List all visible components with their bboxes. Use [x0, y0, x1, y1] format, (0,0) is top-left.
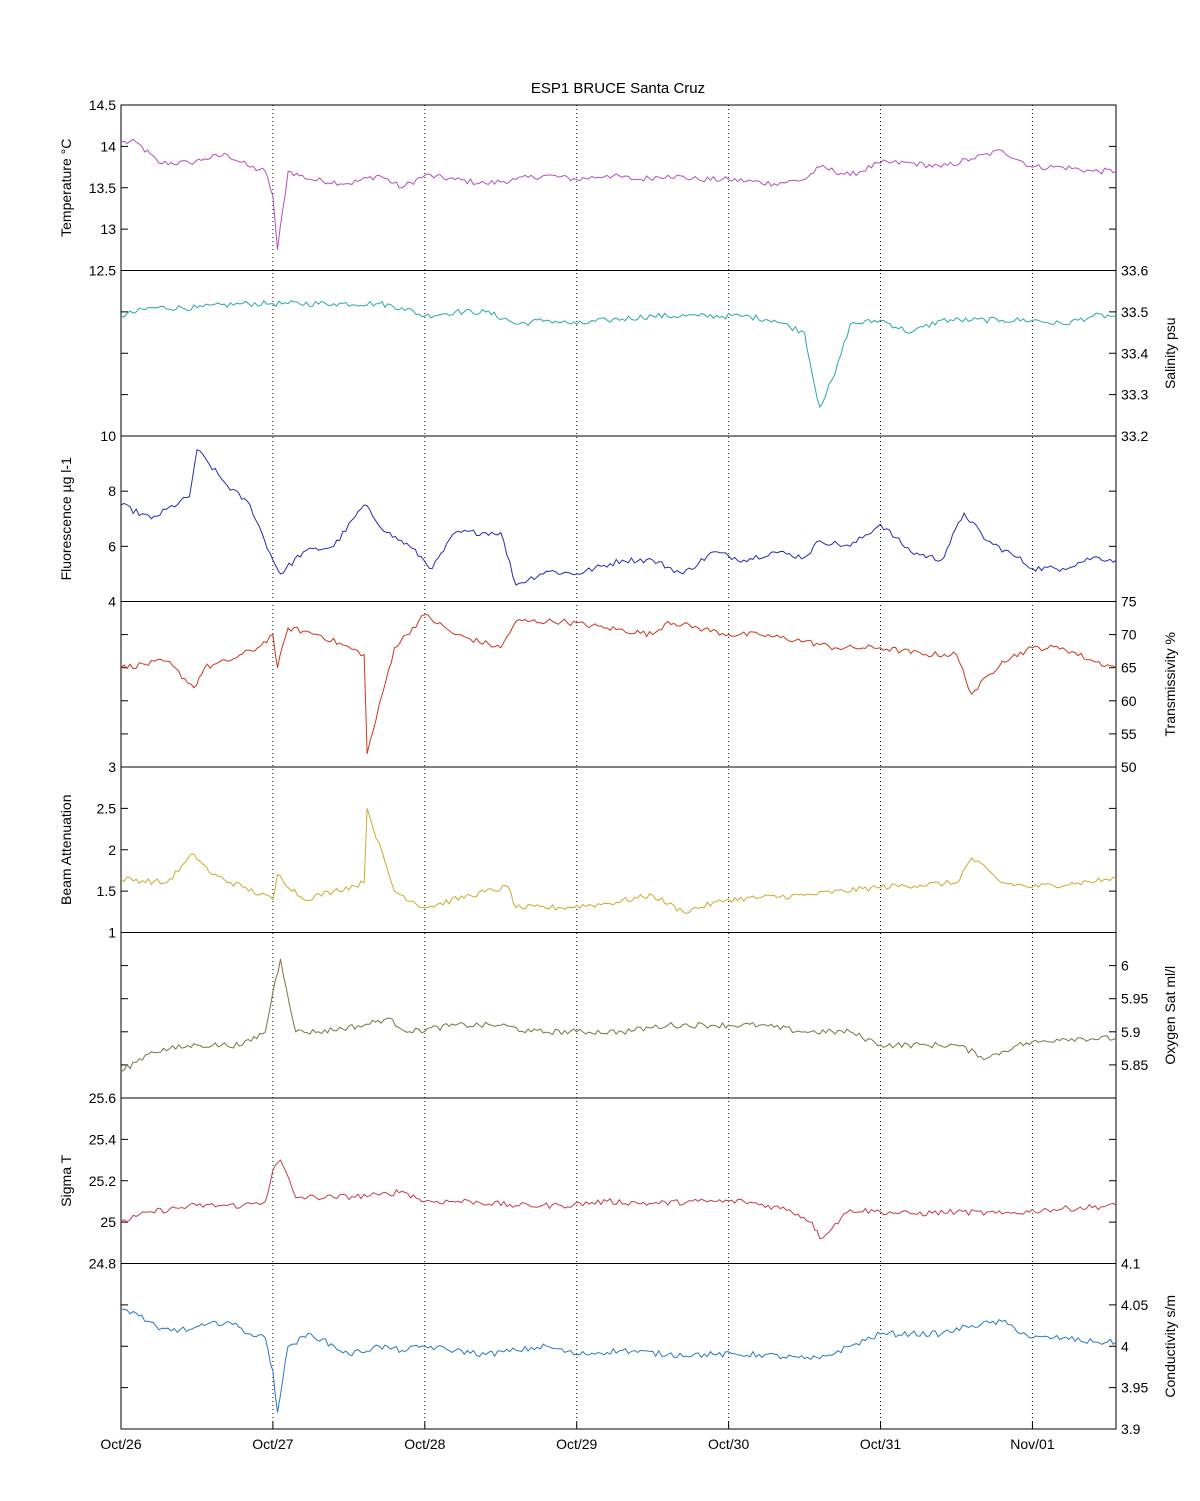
x-tick-label: Nov/01	[1010, 1436, 1055, 1452]
y-tick-label: 2	[108, 842, 116, 858]
y-tick-label: 25.4	[89, 1131, 116, 1147]
x-tick-label: Oct/29	[556, 1436, 597, 1452]
y-tick-label: 33.3	[1121, 387, 1148, 403]
panel-frame	[120, 932, 1117, 1099]
y-tick-label: 8	[108, 483, 116, 499]
y-tick-label: 33.6	[1121, 263, 1148, 279]
y-tick-label: 6	[1121, 958, 1129, 974]
x-tick-label: Oct/28	[404, 1436, 445, 1452]
series-line	[120, 299, 1117, 409]
series-line	[120, 808, 1117, 915]
y-axis-label: Salinity psu	[1162, 317, 1178, 389]
series-line	[120, 138, 1117, 250]
y-axis-label: Oxygen Sat ml/l	[1162, 966, 1178, 1065]
x-tick-label: Oct/31	[860, 1436, 901, 1452]
y-tick-label: 4.1	[1121, 1256, 1141, 1272]
y-axis-label: Sigma T	[58, 1154, 74, 1206]
y-tick-label: 33.2	[1121, 428, 1148, 444]
y-tick-label: 5.85	[1121, 1057, 1148, 1073]
y-tick-label: 24.8	[89, 1256, 116, 1272]
y-tick-label: 14.5	[89, 97, 116, 113]
y-tick-label: 14	[100, 138, 116, 154]
y-tick-label: 4	[108, 594, 116, 610]
y-tick-label: 4	[1121, 1338, 1129, 1354]
y-tick-label: 60	[1121, 693, 1137, 709]
y-tick-label: 4.05	[1121, 1297, 1148, 1313]
series-line	[120, 614, 1117, 754]
y-tick-label: 65	[1121, 660, 1137, 676]
y-axis-label: Fluorescence µg l-1	[58, 457, 74, 580]
y-tick-label: 5.95	[1121, 991, 1148, 1007]
y-tick-label: 1	[108, 925, 116, 941]
y-tick-label: 10	[100, 428, 116, 444]
y-tick-label: 25.2	[89, 1173, 116, 1189]
y-tick-label: 3.9	[1121, 1421, 1141, 1437]
chart-title: ESP1 BRUCE Santa Cruz	[531, 80, 705, 97]
panel-frame	[120, 766, 1117, 933]
y-tick-label: 6	[108, 538, 116, 554]
panel-frame	[120, 270, 1117, 437]
y-tick-label: 33.4	[1121, 345, 1148, 361]
y-tick-label: 1.5	[97, 883, 117, 899]
y-tick-label: 50	[1121, 759, 1137, 775]
y-axis-label: Temperature °C	[58, 139, 74, 237]
x-tick-label: Oct/26	[100, 1436, 141, 1452]
y-tick-label: 25	[100, 1214, 116, 1230]
y-tick-label: 2.5	[97, 800, 117, 816]
series-line	[120, 1308, 1117, 1413]
series-line	[120, 958, 1117, 1072]
x-tick-label: Oct/30	[708, 1436, 749, 1452]
y-tick-label: 75	[1121, 594, 1137, 610]
y-tick-label: 70	[1121, 627, 1137, 643]
series-line	[120, 449, 1117, 586]
y-tick-label: 3	[108, 759, 116, 775]
y-tick-label: 13	[100, 221, 116, 237]
y-axis-label: Transmissivity %	[1162, 632, 1178, 737]
panel-frame	[120, 1263, 1117, 1430]
y-axis-label: Conductivity s/m	[1162, 1295, 1178, 1398]
y-tick-label: 55	[1121, 726, 1137, 742]
y-tick-label: 3.95	[1121, 1380, 1148, 1396]
series-line	[120, 1159, 1117, 1240]
y-tick-label: 12.5	[89, 263, 116, 279]
y-tick-label: 5.9	[1121, 1024, 1141, 1040]
y-axis-label: Beam Attenuation	[58, 794, 74, 905]
y-tick-label: 33.5	[1121, 304, 1148, 320]
y-tick-label: 25.6	[89, 1090, 116, 1106]
x-tick-label: Oct/27	[252, 1436, 293, 1452]
y-tick-label: 13.5	[89, 180, 116, 196]
